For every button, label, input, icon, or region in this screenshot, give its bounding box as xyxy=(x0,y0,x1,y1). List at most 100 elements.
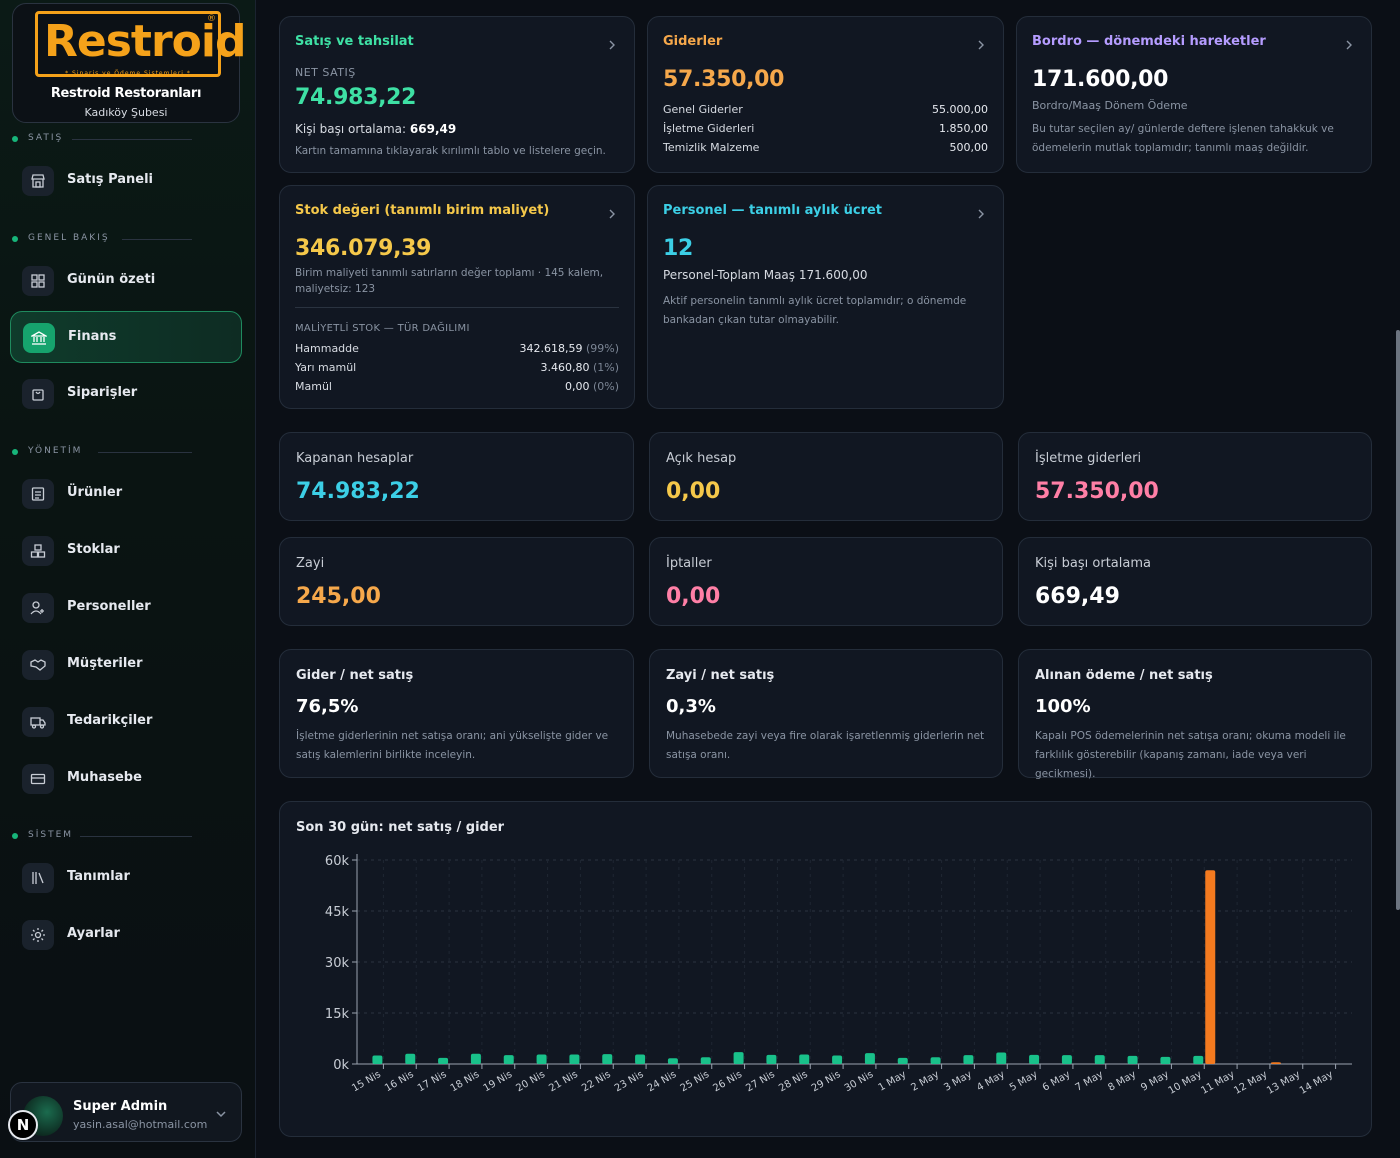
sales-bar xyxy=(503,1055,514,1064)
section-satis: SATIŞ xyxy=(12,133,242,147)
kpi-value: 74.983,22 xyxy=(296,479,420,504)
sidebar-item-finans[interactable]: Finans xyxy=(10,311,242,363)
chevron-right-icon xyxy=(1345,35,1353,54)
scrollbar-thumb[interactable] xyxy=(1396,330,1400,910)
restroid-logo: Restroid ® * Sipariş ve Ödeme Sistemleri… xyxy=(35,11,246,77)
sidebar-item-musteriler[interactable]: Müşteriler xyxy=(10,639,242,691)
x-tick-label: 28 Nis xyxy=(777,1069,810,1094)
sales-bar xyxy=(1094,1055,1105,1064)
sales-bar xyxy=(1029,1054,1040,1064)
kpi-acik-hesap[interactable]: Açık hesap 0,00 xyxy=(649,432,1003,521)
bordro-desc: Bu tutar seçilen ay/ günlerde deftere iş… xyxy=(1032,123,1334,154)
sales-bar xyxy=(799,1054,810,1064)
sales-expense-chart: 0k 15k 30k 45k 60k 15 Nis 16 Nis 17 Nis 18 Nis 19… xyxy=(325,854,1352,1097)
sidebar-item-urunler[interactable]: Ürünler xyxy=(10,468,242,520)
x-tick-label: 15 Nis xyxy=(350,1069,383,1094)
card-bordro[interactable]: Bordro — dönemdeki hareketler 171.600,00… xyxy=(1016,16,1372,173)
card-title: Stok değeri (tanımlı birim maliyet) xyxy=(295,203,550,218)
user-menu[interactable]: Super Admin yasin.asal@hotmail.com xyxy=(10,1082,242,1142)
sidebar-item-siparisler[interactable]: Siparişler xyxy=(10,368,242,420)
x-tick-label: 17 Nis xyxy=(416,1069,449,1094)
personel-sub: Personel-Toplam Maaş 171.600,00 xyxy=(663,268,868,282)
sales-bar xyxy=(864,1053,875,1064)
sales-bar xyxy=(996,1052,1007,1064)
personel-count: 12 xyxy=(663,236,694,261)
kpi-value: 245,00 xyxy=(296,584,381,609)
kpi-value: 0,00 xyxy=(666,584,721,609)
sidebar-item-label: Tanımlar xyxy=(67,869,130,884)
sidebar-item-gunun-ozeti[interactable]: Günün özeti xyxy=(10,255,242,307)
chevron-right-icon xyxy=(977,204,985,223)
chevron-right-icon xyxy=(608,35,616,54)
sidebar-item-personeller[interactable]: Personeller xyxy=(10,582,242,634)
avg-label: Kişi başı ortalama: xyxy=(295,122,407,136)
ratio-desc: Kapalı POS ödemelerinin net satışa oranı… xyxy=(1035,730,1346,780)
sidebar-item-tanimlar[interactable]: Tanımlar xyxy=(10,852,242,904)
sidebar-item-label: Satış Paneli xyxy=(67,172,154,187)
expense-bar xyxy=(1205,870,1216,1064)
x-tick-label: 7 May xyxy=(1074,1069,1106,1094)
sidebar-item-label: Personeller xyxy=(67,599,151,614)
sidebar-item-tedarikciler[interactable]: Tedarikçiler xyxy=(10,696,242,748)
sidebar-item-muhasebe[interactable]: Muhasebe xyxy=(10,753,242,805)
stok-value: 346.079,39 xyxy=(295,236,432,261)
x-tick-label: 13 May xyxy=(1265,1069,1302,1097)
ratio-title: Alınan ödeme / net satış xyxy=(1035,668,1213,683)
sidebar-item-label: Müşteriler xyxy=(67,656,143,671)
ratio-desc: İşletme giderlerinin net satışa oranı; a… xyxy=(296,730,609,761)
sidebar-item-stoklar[interactable]: Stoklar xyxy=(10,525,242,577)
card-icon xyxy=(22,764,54,794)
kpi-kapanan-hesaplar[interactable]: Kapanan hesaplar 74.983,22 xyxy=(279,432,634,521)
kpi-label: Açık hesap xyxy=(666,451,737,466)
branch-name: Kadıköy Şubesi xyxy=(84,106,168,119)
kpi-kisi-basi[interactable]: Kişi başı ortalama 669,49 xyxy=(1018,537,1372,626)
sidebar-item-label: Muhasebe xyxy=(67,770,142,785)
sales-bar xyxy=(963,1055,974,1064)
user-name: Super Admin xyxy=(73,1099,168,1114)
x-tick-label: 3 May xyxy=(942,1069,974,1094)
sidebar-item-label: Finans xyxy=(68,329,117,344)
kpi-label: Zayi xyxy=(296,556,325,571)
kpi-value: 57.350,00 xyxy=(1035,479,1159,504)
ratio-value: 0,3% xyxy=(666,696,716,717)
ratio-title: Zayi / net satış xyxy=(666,668,775,683)
logo-tagline: * Sipariş ve Ödeme Sistemleri * xyxy=(65,70,191,77)
y-tick-label: 45k xyxy=(325,905,350,920)
stok-row: Mamül 0,00 (0%) xyxy=(295,380,619,393)
ratio-value: 100% xyxy=(1035,696,1091,717)
sales-bar xyxy=(569,1054,580,1064)
sidebar-item-label: Tedarikçiler xyxy=(67,713,153,728)
bank-icon xyxy=(23,323,55,353)
card-title: Bordro — dönemdeki hareketler xyxy=(1032,34,1266,49)
boxes-icon xyxy=(22,536,54,566)
kpi-iptaller[interactable]: İptaller 0,00 xyxy=(649,537,1003,626)
x-tick-label: 21 Nis xyxy=(547,1069,580,1094)
user-initial-badge[interactable]: N xyxy=(8,1110,38,1140)
stok-dist-title: MALİYETLİ STOK — TÜR DAĞILIMI xyxy=(295,323,470,334)
truck-icon xyxy=(22,707,54,737)
x-tick-label: 8 May xyxy=(1106,1069,1138,1094)
x-tick-label: 22 Nis xyxy=(580,1069,613,1094)
x-tick-label: 14 May xyxy=(1298,1069,1335,1097)
chart-title: Son 30 gün: net satış / gider xyxy=(296,820,505,835)
card-hint: Kartın tamamına tıklayarak kırılımlı tab… xyxy=(295,145,606,157)
card-stok-degeri[interactable]: Stok değeri (tanımlı birim maliyet) 346.… xyxy=(279,185,635,409)
x-tick-label: 24 Nis xyxy=(646,1069,679,1094)
brand-card[interactable]: Restroid ® * Sipariş ve Ödeme Sistemleri… xyxy=(12,3,246,123)
sidebar-item-satis-paneli[interactable]: Satış Paneli xyxy=(10,155,242,207)
user-icon xyxy=(22,593,54,623)
x-tick-label: 10 May xyxy=(1167,1069,1204,1097)
card-satis-tahsilat[interactable]: Satış ve tahsilat NET SATIŞ 74.983,22 Ki… xyxy=(279,16,635,173)
grid-icon xyxy=(22,266,54,296)
card-giderler[interactable]: Giderler 57.350,00 Genel Giderler 55.000,… xyxy=(647,16,1004,173)
kpi-label: İptaller xyxy=(666,556,712,571)
gear-icon xyxy=(22,920,54,950)
kpi-isletme-giderleri[interactable]: İşletme giderleri 57.350,00 xyxy=(1018,432,1372,521)
card-personel[interactable]: Personel — tanımlı aylık ücret 12 Person… xyxy=(647,185,1004,409)
user-email: yasin.asal@hotmail.com xyxy=(73,1118,208,1131)
chevron-down-icon[interactable] xyxy=(215,1105,227,1124)
kpi-zayi[interactable]: Zayi 245,00 xyxy=(279,537,634,626)
sidebar-item-ayarlar[interactable]: Ayarlar xyxy=(10,909,242,961)
restaurant-name: Restroid Restoranları xyxy=(50,86,202,101)
section-yonetim: YÖNETİM xyxy=(12,446,242,460)
